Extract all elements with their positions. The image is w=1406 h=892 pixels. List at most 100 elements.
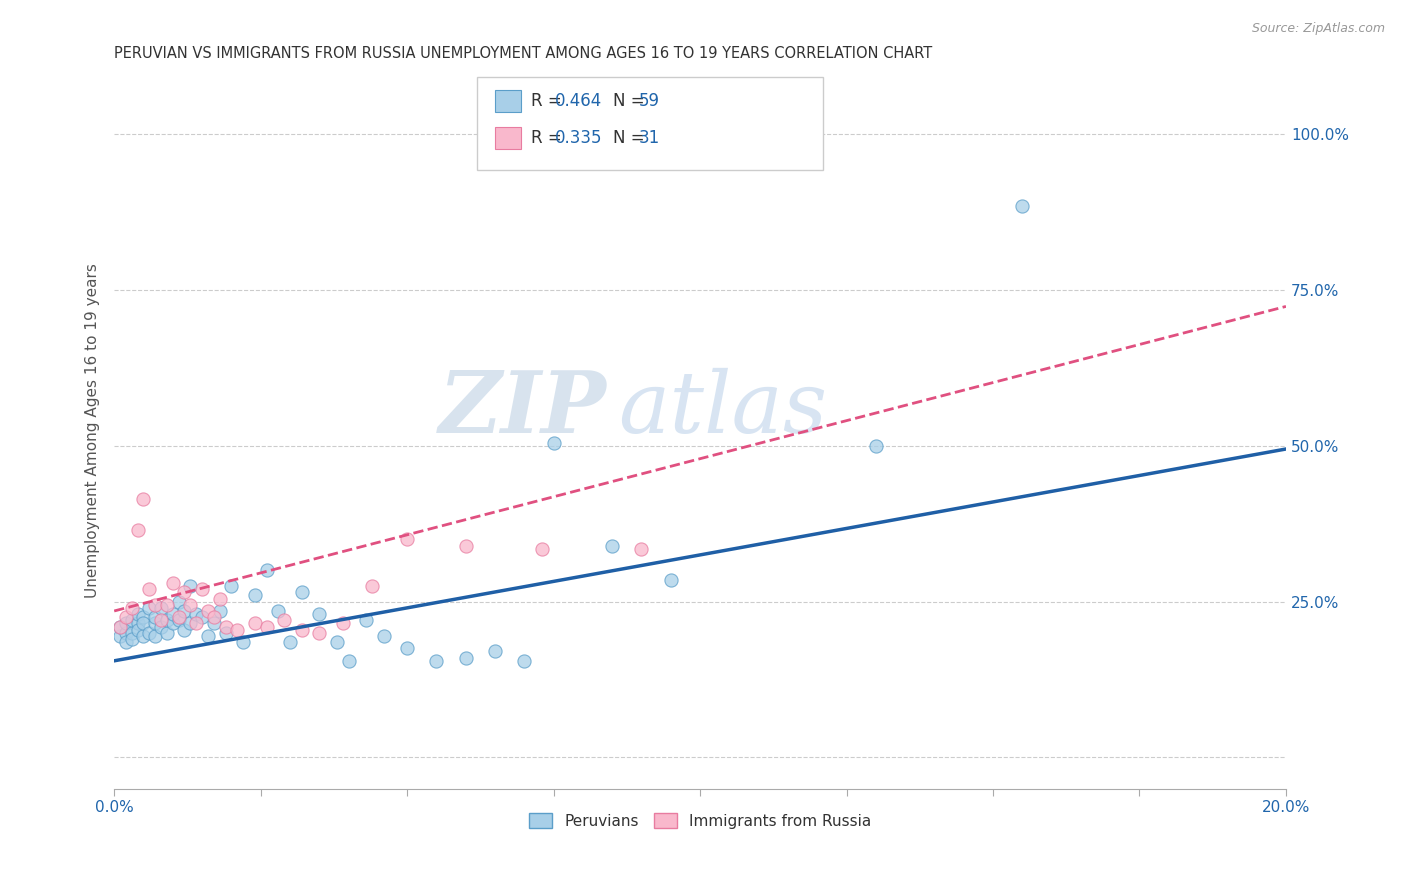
- Text: 0.335: 0.335: [555, 129, 602, 147]
- Text: 59: 59: [640, 92, 661, 110]
- Point: [332, 616, 354, 631]
- Point: [308, 625, 330, 640]
- Point: [115, 610, 138, 624]
- FancyBboxPatch shape: [495, 90, 520, 112]
- Point: [191, 582, 214, 597]
- FancyBboxPatch shape: [495, 128, 520, 149]
- Point: [267, 604, 290, 618]
- Point: [256, 564, 278, 578]
- Point: [156, 613, 179, 627]
- Point: [202, 610, 225, 624]
- Text: 0.464: 0.464: [555, 92, 602, 110]
- Text: atlas: atlas: [619, 368, 827, 450]
- Point: [156, 598, 179, 612]
- Point: [291, 585, 314, 599]
- Point: [138, 582, 160, 597]
- Point: [214, 625, 236, 640]
- Point: [243, 588, 266, 602]
- Point: [156, 625, 179, 640]
- Point: [361, 579, 384, 593]
- Point: [484, 644, 506, 658]
- Point: [1011, 199, 1033, 213]
- Point: [108, 629, 131, 643]
- Point: [150, 619, 173, 633]
- Point: [167, 610, 190, 624]
- Point: [600, 539, 623, 553]
- Point: [150, 613, 173, 627]
- Point: [162, 607, 184, 621]
- Point: [121, 613, 143, 627]
- Point: [337, 654, 360, 668]
- Point: [454, 539, 477, 553]
- Point: [179, 598, 201, 612]
- Point: [186, 616, 208, 631]
- Point: [138, 600, 160, 615]
- Point: [191, 610, 214, 624]
- Point: [167, 613, 190, 627]
- Point: [513, 654, 536, 668]
- FancyBboxPatch shape: [478, 77, 823, 170]
- Point: [132, 610, 155, 624]
- Point: [630, 541, 652, 556]
- Point: [208, 604, 231, 618]
- Point: [278, 635, 301, 649]
- Point: [132, 616, 155, 631]
- Point: [121, 625, 143, 640]
- Point: [221, 579, 243, 593]
- Point: [115, 625, 138, 640]
- Text: PERUVIAN VS IMMIGRANTS FROM RUSSIA UNEMPLOYMENT AMONG AGES 16 TO 19 YEARS CORREL: PERUVIAN VS IMMIGRANTS FROM RUSSIA UNEMP…: [114, 46, 932, 62]
- Point: [197, 629, 219, 643]
- Point: [115, 635, 138, 649]
- Point: [202, 616, 225, 631]
- Text: ZIP: ZIP: [439, 368, 606, 450]
- Text: N =: N =: [613, 92, 650, 110]
- Point: [659, 573, 682, 587]
- Y-axis label: Unemployment Among Ages 16 to 19 years: Unemployment Among Ages 16 to 19 years: [86, 263, 100, 598]
- Point: [425, 654, 447, 668]
- Point: [138, 625, 160, 640]
- Point: [173, 604, 195, 618]
- Point: [197, 604, 219, 618]
- Point: [179, 579, 201, 593]
- Point: [115, 616, 138, 631]
- Point: [256, 619, 278, 633]
- Point: [354, 613, 377, 627]
- Point: [173, 585, 195, 599]
- Point: [108, 619, 131, 633]
- Point: [127, 607, 149, 621]
- Point: [530, 541, 553, 556]
- Point: [162, 576, 184, 591]
- Point: [121, 632, 143, 646]
- Point: [232, 635, 254, 649]
- Point: [108, 619, 131, 633]
- Point: [454, 650, 477, 665]
- Point: [121, 600, 143, 615]
- Point: [373, 629, 395, 643]
- Point: [865, 439, 887, 453]
- Point: [186, 607, 208, 621]
- Point: [162, 616, 184, 631]
- Point: [143, 629, 166, 643]
- Legend: Peruvians, Immigrants from Russia: Peruvians, Immigrants from Russia: [523, 806, 877, 835]
- Point: [308, 607, 330, 621]
- Point: [226, 623, 249, 637]
- Point: [243, 616, 266, 631]
- Point: [179, 616, 201, 631]
- Point: [143, 610, 166, 624]
- Point: [208, 591, 231, 606]
- Point: [173, 623, 195, 637]
- Text: Source: ZipAtlas.com: Source: ZipAtlas.com: [1251, 22, 1385, 36]
- Point: [127, 616, 149, 631]
- Point: [127, 523, 149, 537]
- Point: [143, 598, 166, 612]
- Point: [214, 619, 236, 633]
- Point: [273, 613, 295, 627]
- Point: [291, 623, 314, 637]
- Point: [127, 623, 149, 637]
- Point: [543, 435, 565, 450]
- Point: [132, 629, 155, 643]
- Point: [326, 635, 349, 649]
- Text: R =: R =: [531, 92, 568, 110]
- Point: [132, 491, 155, 506]
- Text: N =: N =: [613, 129, 650, 147]
